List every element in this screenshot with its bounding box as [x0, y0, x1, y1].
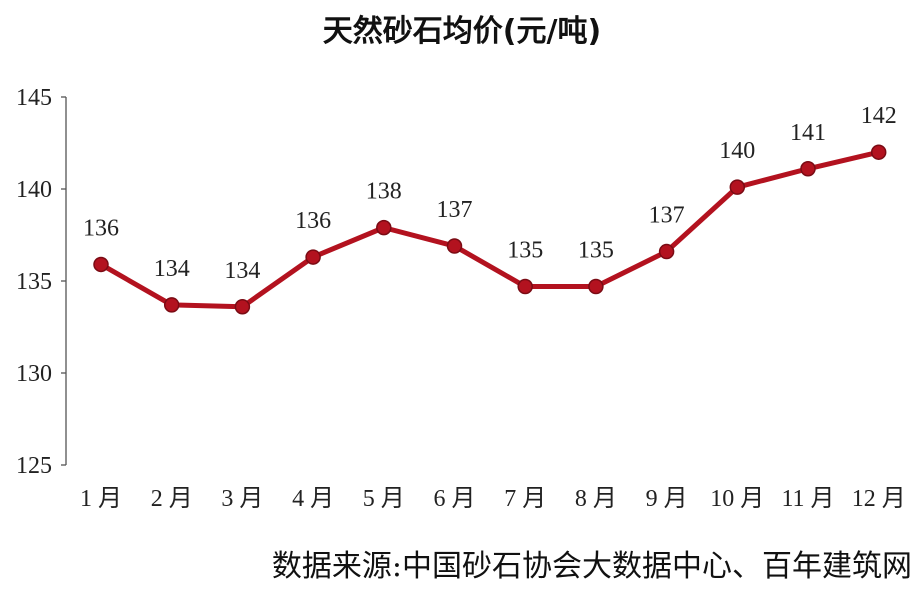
- x-tick-label: 1 月: [80, 486, 122, 512]
- source-note: 数据来源:中国砂石协会大数据中心、百年建筑网: [271, 549, 912, 584]
- data-point: [800, 161, 816, 177]
- data-point: [517, 278, 533, 295]
- x-tick-label: 9 月: [646, 486, 688, 512]
- data-label: 142: [861, 103, 897, 129]
- data-label: 135: [578, 238, 614, 264]
- data-point: [305, 249, 321, 265]
- y-tick-label: 140: [16, 177, 52, 203]
- series-line: [98, 149, 882, 310]
- y-tick-label: 135: [16, 269, 52, 295]
- x-tick-label: 4 月: [292, 486, 334, 512]
- data-labels: 136 134 134 136 138 137 135 135 137 140 141 142: [83, 103, 897, 284]
- data-label: 134: [154, 256, 190, 282]
- x-tick-label: 3 月: [221, 486, 263, 512]
- data-point: [588, 278, 604, 295]
- x-tick-label: 10 月: [710, 486, 764, 512]
- y-tick-label: 130: [16, 361, 52, 387]
- data-point: [729, 179, 746, 195]
- data-point: [93, 256, 109, 273]
- data-label: 135: [507, 238, 543, 264]
- chart-title: 天然砂石均价(元/吨): [322, 14, 602, 49]
- data-label: 137: [437, 197, 473, 223]
- data-point: [163, 297, 180, 313]
- x-tick-label: 11 月: [781, 486, 834, 512]
- data-label: 137: [649, 203, 685, 229]
- data-point: [446, 238, 463, 254]
- x-tick-label: 2 月: [151, 486, 193, 512]
- data-label: 136: [83, 215, 119, 241]
- data-point: [658, 243, 675, 260]
- x-tick-label: 8 月: [575, 486, 617, 512]
- y-ticks: 125 130 135 140 145: [16, 85, 66, 479]
- data-label: 134: [224, 258, 260, 284]
- data-points: [93, 144, 887, 315]
- y-tick-label: 145: [16, 85, 52, 111]
- data-label: 141: [790, 120, 826, 146]
- data-point: [870, 144, 887, 160]
- data-point: [376, 219, 392, 236]
- x-tick-label: 5 月: [363, 486, 405, 512]
- x-tick-label: 12 月: [852, 486, 906, 512]
- x-ticks: 1 月 2 月 3 月 4 月 5 月 6 月 7 月 8 月 9 月 10 月 11 月 12 月: [80, 486, 906, 512]
- data-label: 138: [366, 179, 402, 205]
- x-tick-label: 6 月: [434, 486, 476, 512]
- data-point: [234, 299, 251, 315]
- x-tick-label: 7 月: [504, 486, 546, 512]
- y-tick-label: 125: [16, 453, 52, 479]
- data-label: 136: [295, 208, 331, 234]
- data-label: 140: [719, 138, 755, 164]
